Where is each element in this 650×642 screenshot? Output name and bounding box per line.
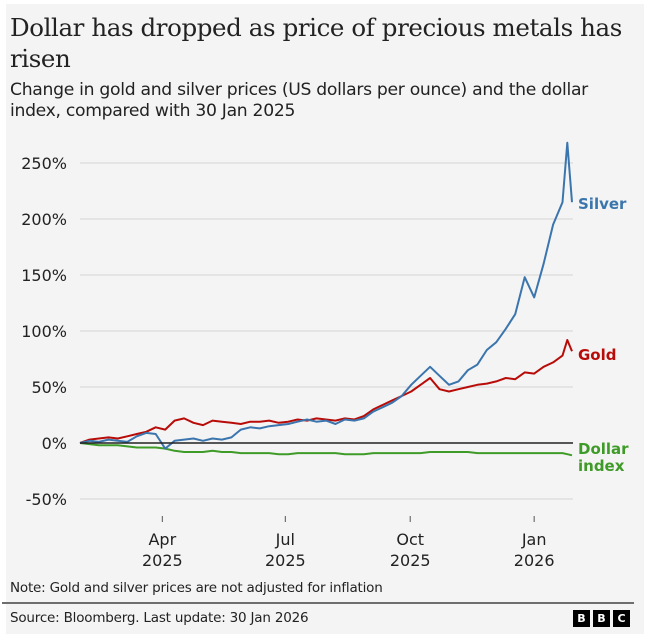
y-tick-label: 50% [31, 378, 67, 397]
bbc-logo-letter: C [613, 610, 630, 627]
series-lines [79, 141, 573, 457]
x-tick-label: Apr [148, 530, 176, 549]
x-tick-label: 2025 [390, 551, 431, 570]
bbc-logo-letter: B [593, 610, 610, 627]
y-tick-label: 250% [21, 154, 67, 173]
series-label-silver: Silver [578, 195, 627, 213]
x-tick-label: 2025 [265, 551, 306, 570]
y-tick-label: -50% [26, 490, 67, 509]
y-tick-label: 150% [21, 266, 67, 285]
x-tick-label: Jul [275, 530, 295, 549]
series-line-gold [79, 339, 573, 444]
series-label-gold: Gold [578, 346, 617, 364]
bbc-logo-letter: B [573, 610, 590, 627]
x-tick-label: Oct [396, 530, 424, 549]
chart-subtitle: Change in gold and silver prices (US dol… [10, 80, 588, 121]
series-line-dollar-index [79, 442, 573, 457]
series-label-dollar-index: Dollar [578, 440, 629, 458]
y-axis-labels: -50% 0% 50% 100% 150% 200% 250% [21, 154, 67, 509]
source-text: Source: Bloomberg. Last update: 30 Jan 2… [10, 610, 309, 626]
x-tick-label: 2026 [514, 551, 555, 570]
bbc-logo: B B C [573, 610, 630, 627]
chart-card [6, 4, 644, 634]
chart-title: Dollar has dropped as price of precious … [10, 13, 622, 73]
y-tick-label: 100% [21, 322, 67, 341]
series-label-dollar-index: index [578, 457, 625, 475]
series-line-silver [79, 141, 573, 450]
gridlines [80, 162, 573, 500]
x-tick-label: Jan [521, 530, 547, 549]
x-axis-labels: Apr 2025 Jul 2025 Oct 2025 Jan 2026 [142, 516, 555, 570]
divider [2, 602, 634, 604]
footnote: Note: Gold and silver prices are not adj… [10, 580, 383, 596]
x-tick-label: 2025 [142, 551, 183, 570]
y-tick-label: 0% [42, 434, 67, 453]
y-tick-label: 200% [21, 210, 67, 229]
